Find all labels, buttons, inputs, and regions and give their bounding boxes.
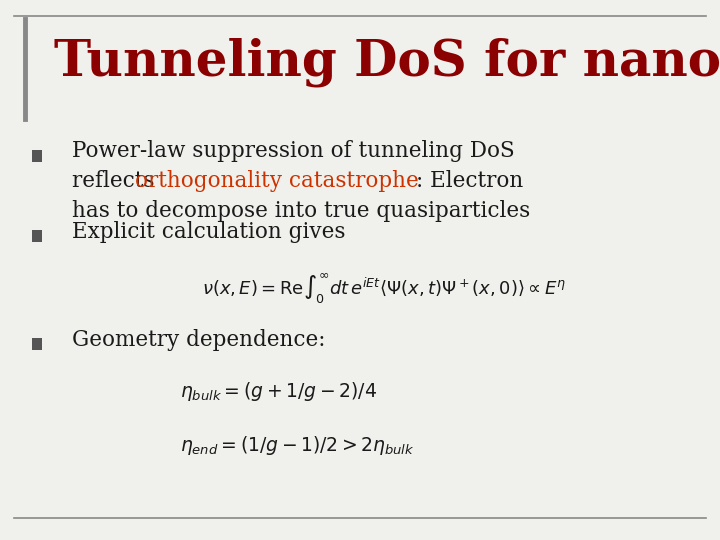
Text: Tunneling DoS for nanotube: Tunneling DoS for nanotube [54, 37, 720, 87]
Bar [32, 230, 42, 242]
Bar [32, 338, 42, 350]
Text: : Electron: : Electron [416, 170, 523, 192]
Text: $\eta_{bulk} = (g + 1/g - 2)/4$: $\eta_{bulk} = (g + 1/g - 2)/4$ [180, 380, 377, 403]
Text: reflects: reflects [72, 170, 161, 192]
Text: $\nu(x,E) = \mathrm{Re}\int_0^{\infty} dt\, e^{iEt}\langle\Psi(x,t)\Psi^+(x,0)\r: $\nu(x,E) = \mathrm{Re}\int_0^{\infty} d… [202, 272, 566, 306]
Text: has to decompose into true quasiparticles: has to decompose into true quasiparticle… [72, 200, 530, 221]
Text: Power-law suppression of tunneling DoS: Power-law suppression of tunneling DoS [72, 140, 515, 162]
Text: Geometry dependence:: Geometry dependence: [72, 329, 325, 351]
Text: $\eta_{end} = (1/g - 1)/2 > 2\eta_{bulk}$: $\eta_{end} = (1/g - 1)/2 > 2\eta_{bulk}… [180, 434, 415, 457]
Bar [32, 150, 42, 162]
Text: Explicit calculation gives: Explicit calculation gives [72, 221, 346, 243]
Text: orthogonality catastrophe: orthogonality catastrophe [135, 170, 419, 192]
